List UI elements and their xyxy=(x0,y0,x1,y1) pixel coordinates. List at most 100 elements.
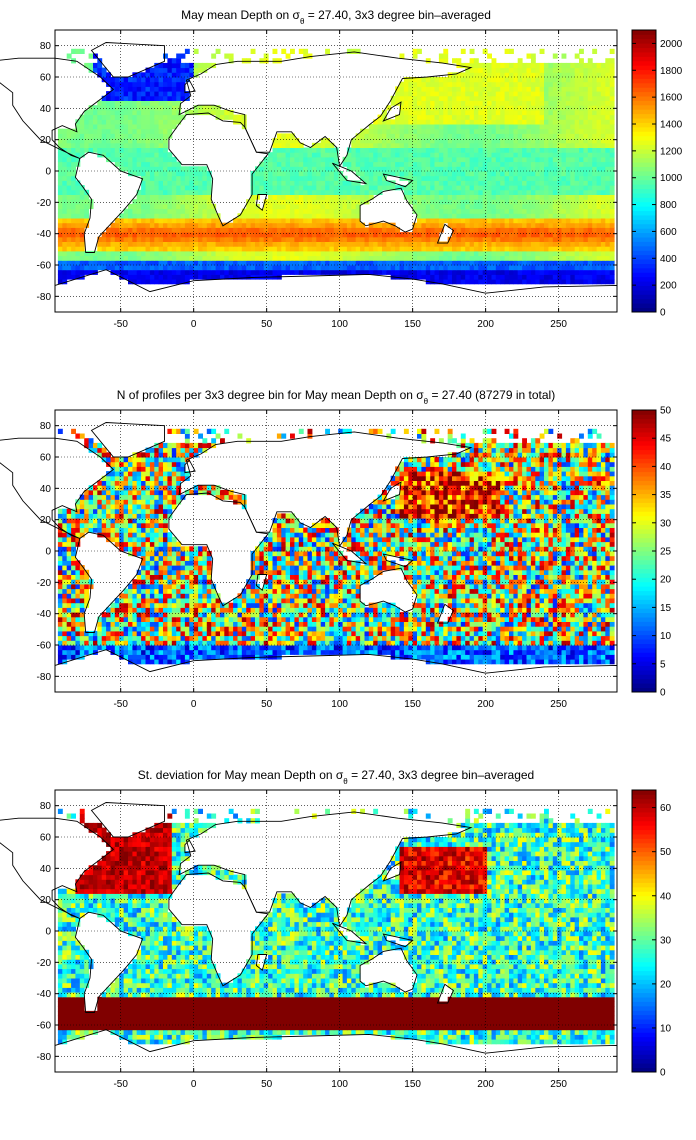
heatmap-cell xyxy=(206,654,212,660)
heatmap-cell xyxy=(57,654,63,660)
heatmap-cell xyxy=(176,203,182,210)
heatmap-cell xyxy=(149,72,155,78)
heatmap-cell xyxy=(552,649,558,655)
heatmap-cell xyxy=(443,250,449,257)
colorbar-swatch xyxy=(632,289,656,295)
heatmap-cell xyxy=(504,161,510,167)
heatmap-cell xyxy=(211,105,217,111)
heatmap-cell xyxy=(530,246,536,252)
heatmap-cell xyxy=(237,654,243,660)
heatmap-cell xyxy=(430,171,436,177)
heatmap-cell xyxy=(311,241,317,247)
heatmap-cell xyxy=(263,58,269,64)
heatmap-cell xyxy=(364,156,370,163)
heatmap-cell xyxy=(438,138,444,144)
heatmap-cell xyxy=(176,171,182,177)
heatmap-cell xyxy=(281,189,287,195)
heatmap-cell xyxy=(504,128,510,134)
heatmap-cell xyxy=(66,203,72,210)
heatmap-cell xyxy=(535,81,541,87)
heatmap-cell xyxy=(561,62,567,69)
heatmap-cell xyxy=(574,95,580,101)
heatmap-cell xyxy=(565,659,571,665)
heatmap-cell xyxy=(106,232,111,238)
heatmap-cell xyxy=(377,171,383,177)
heatmap-cell xyxy=(609,250,615,257)
heatmap-cell xyxy=(592,171,598,177)
heatmap-cell xyxy=(421,114,427,120)
heatmap-cell xyxy=(364,250,370,257)
heatmap-cell xyxy=(75,194,81,200)
heatmap-cell xyxy=(491,241,497,247)
heatmap-cell xyxy=(316,147,322,153)
heatmap-cell xyxy=(504,255,510,261)
heatmap-cell xyxy=(565,213,571,219)
heatmap-cell xyxy=(548,109,554,116)
heatmap-cell xyxy=(263,218,269,224)
heatmap-cell xyxy=(561,659,567,665)
heatmap-cell xyxy=(145,72,151,78)
heatmap-cell xyxy=(338,180,344,186)
heatmap-cell xyxy=(250,175,256,181)
heatmap-cell xyxy=(71,180,76,186)
heatmap-cell xyxy=(535,156,541,163)
heatmap-cell xyxy=(211,232,217,238)
heatmap-cell xyxy=(377,260,383,266)
heatmap-cell xyxy=(114,236,120,242)
heatmap-cell xyxy=(460,213,466,219)
heatmap-cell xyxy=(552,189,558,195)
heatmap-cell xyxy=(333,175,339,181)
heatmap-cell xyxy=(583,659,589,665)
heatmap-cell xyxy=(136,649,142,655)
heatmap-cell xyxy=(128,156,133,163)
heatmap-cell xyxy=(539,142,545,148)
heatmap-cell xyxy=(526,100,532,106)
heatmap-cell xyxy=(465,133,471,139)
heatmap-cell xyxy=(399,166,405,172)
heatmap-cell xyxy=(491,138,497,144)
heatmap-cell xyxy=(443,86,449,92)
heatmap-cell xyxy=(202,241,208,247)
heatmap-cell xyxy=(132,659,138,665)
heatmap-cell xyxy=(561,81,567,87)
heatmap-cell xyxy=(351,194,357,200)
heatmap-cell xyxy=(587,91,593,97)
heatmap-cell xyxy=(373,124,379,130)
heatmap-cell xyxy=(522,232,527,238)
heatmap-cell xyxy=(548,222,554,228)
colorbar-swatch xyxy=(632,82,656,88)
heatmap-cell xyxy=(145,269,151,275)
colorbar-swatch xyxy=(632,131,656,137)
heatmap-cell xyxy=(176,161,182,167)
heatmap-cell xyxy=(565,100,571,106)
heatmap-cell xyxy=(259,236,265,242)
heatmap-cell xyxy=(447,246,453,252)
heatmap-cell xyxy=(386,649,392,655)
heatmap-cell xyxy=(307,166,313,172)
heatmap-cell xyxy=(189,72,195,78)
heatmap-cell xyxy=(119,109,125,116)
heatmap-cell xyxy=(382,236,387,242)
heatmap-cell xyxy=(119,250,125,257)
heatmap-cell xyxy=(149,246,155,252)
heatmap-cell xyxy=(530,142,536,148)
heatmap-cell xyxy=(460,95,466,101)
heatmap-cell xyxy=(395,142,400,148)
heatmap-cell xyxy=(526,236,532,242)
heatmap-cell xyxy=(180,246,186,252)
heatmap-cell xyxy=(311,208,317,214)
heatmap-cell xyxy=(491,142,497,148)
heatmap-cell xyxy=(110,260,116,266)
heatmap-cell xyxy=(408,189,414,195)
heatmap-cell xyxy=(600,95,606,101)
heatmap-cell xyxy=(469,260,475,266)
heatmap-cell xyxy=(434,100,440,106)
heatmap-cell xyxy=(552,227,558,233)
heatmap-cell xyxy=(443,124,449,130)
heatmap-cell xyxy=(184,199,190,205)
heatmap-cell xyxy=(149,175,155,181)
heatmap-cell xyxy=(530,161,536,167)
heatmap-cell xyxy=(149,236,155,242)
heatmap-cell xyxy=(539,222,545,228)
heatmap-cell xyxy=(163,203,168,210)
